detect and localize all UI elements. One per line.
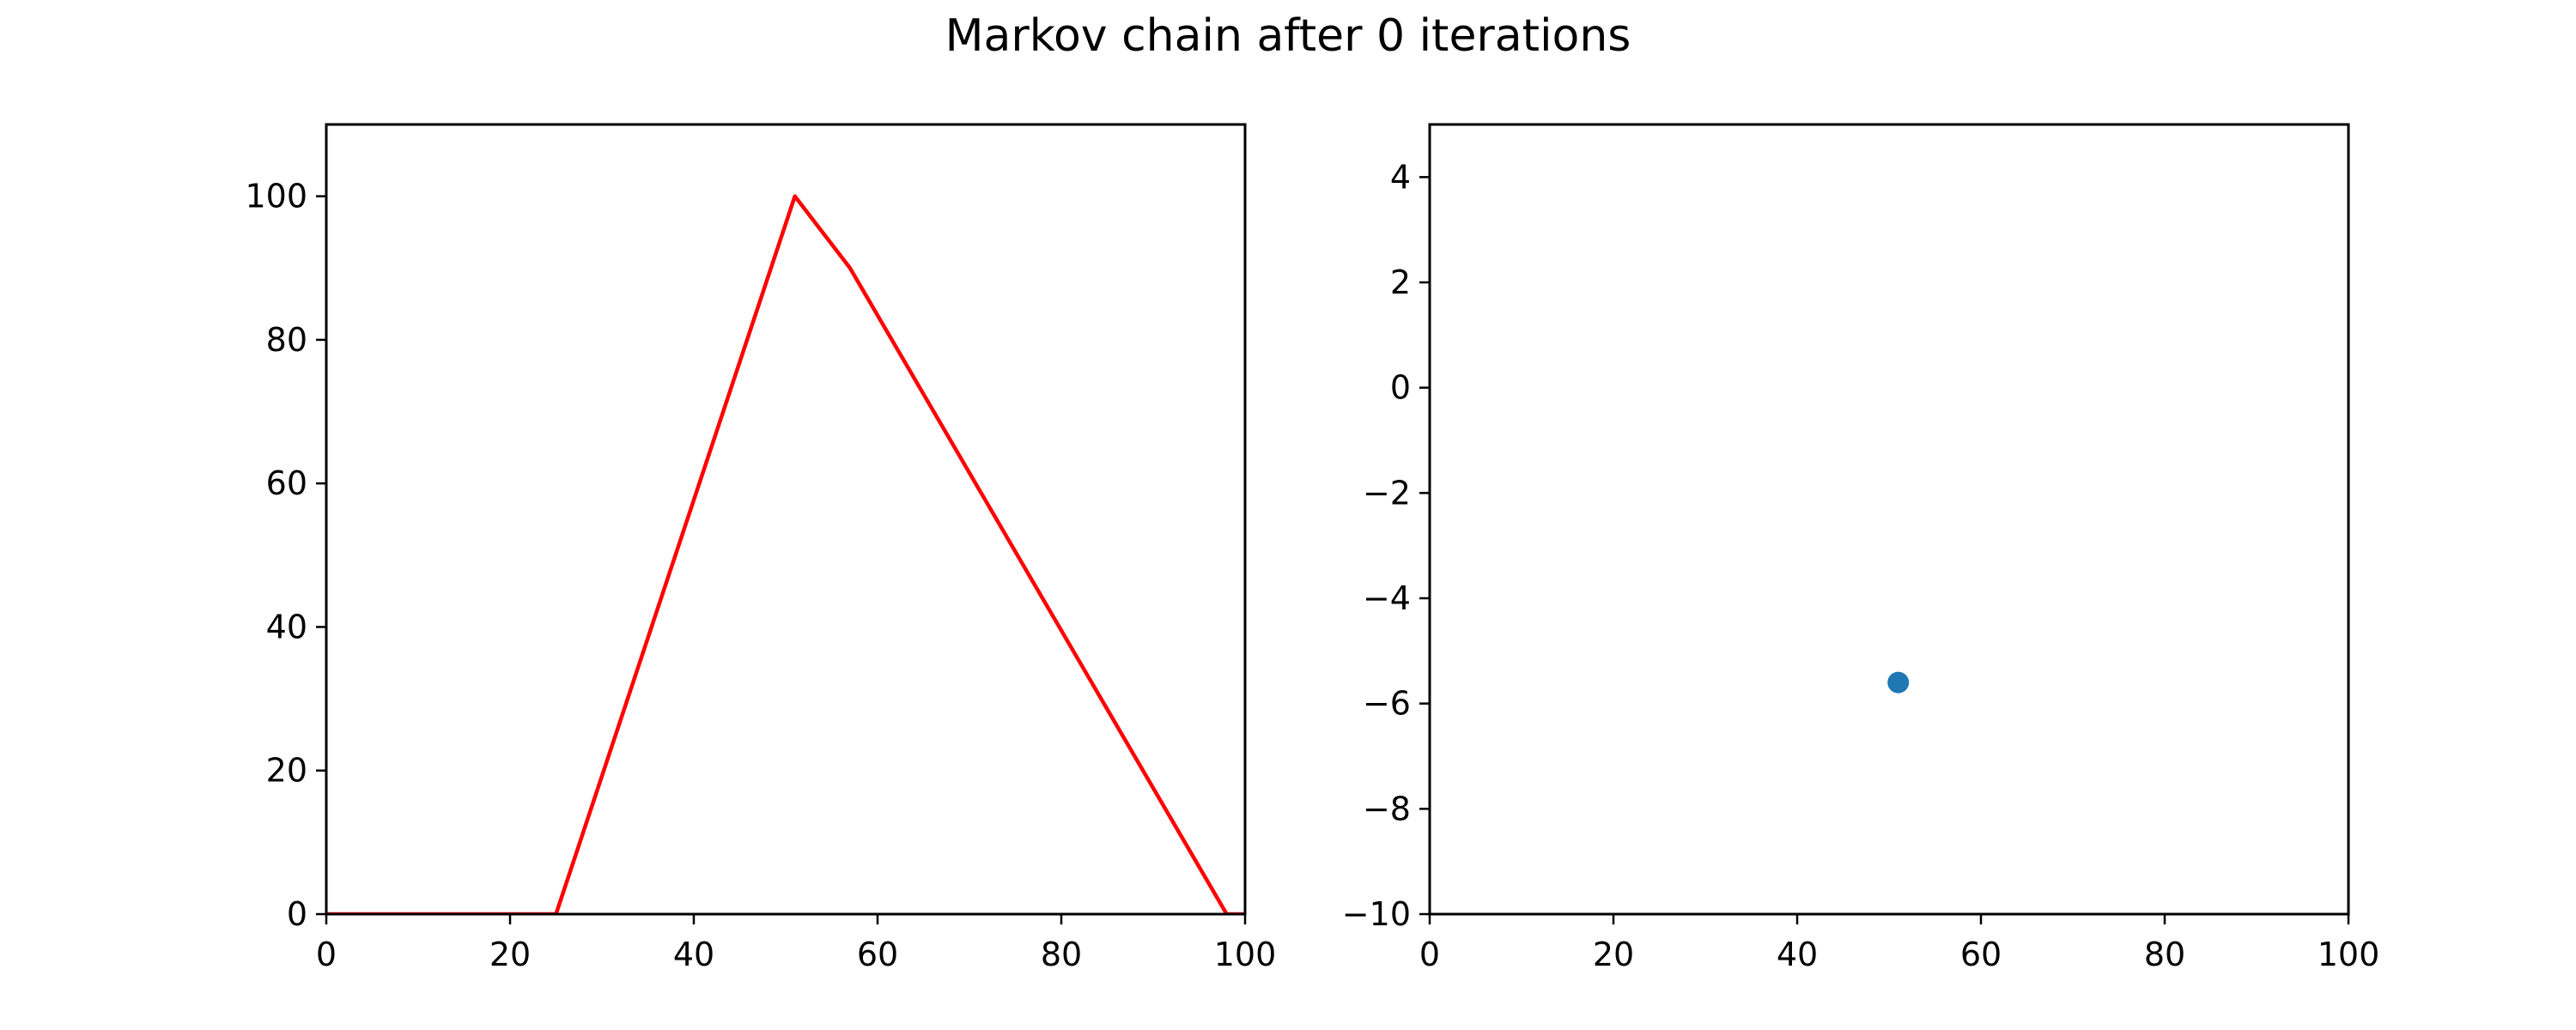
y-tick-label: −10 xyxy=(1342,895,1411,933)
x-tick-label: 0 xyxy=(316,936,337,973)
y-tick-label: 4 xyxy=(1390,158,1411,196)
y-tick-label: 0 xyxy=(287,895,307,933)
plot-area xyxy=(326,124,1245,914)
x-tick-label: 0 xyxy=(1419,936,1440,973)
y-tick-label: 60 xyxy=(266,464,307,502)
axes-frame xyxy=(1428,123,2350,916)
x-tick-label: 60 xyxy=(857,936,898,973)
plot-area xyxy=(1430,124,2348,914)
x-tick-label: 80 xyxy=(2144,936,2185,973)
subplot-2: 0 20 40 60 80 100 −10 −8 −6 −4 −2 0 2 4 xyxy=(1342,123,2380,973)
x-tick-label: 20 xyxy=(1593,936,1634,973)
y-tick-label: 20 xyxy=(266,752,307,790)
y-tick-label: 40 xyxy=(266,608,307,645)
figure-title: Markov chain after 0 iterations xyxy=(945,10,1631,62)
subplot-1: 0 20 40 60 80 100 0 20 40 60 80 100 xyxy=(245,123,1277,973)
axes-frame xyxy=(325,123,1247,916)
y-tick-label: −6 xyxy=(1363,685,1411,723)
y-tick-label: −4 xyxy=(1363,579,1411,617)
x-tick-label: 100 xyxy=(1214,936,1277,973)
y-tick-label: 2 xyxy=(1390,264,1411,301)
y-tick-label: −8 xyxy=(1363,790,1411,827)
x-tick-label: 20 xyxy=(489,936,531,973)
x-tick-label: 40 xyxy=(673,936,714,973)
x-tick-label: 60 xyxy=(1960,936,2002,973)
y-tick-label: 0 xyxy=(1390,369,1411,407)
series-line-1 xyxy=(326,194,1245,914)
y-tick-label: −2 xyxy=(1363,474,1411,512)
y-tick-label: 100 xyxy=(245,178,307,215)
y-tick-label: 80 xyxy=(266,321,307,359)
x-tick-label: 80 xyxy=(1041,936,1082,973)
scatter-point-1 xyxy=(1887,671,1910,694)
x-tick-label: 40 xyxy=(1777,936,1818,973)
x-tick-label: 100 xyxy=(2318,936,2380,973)
